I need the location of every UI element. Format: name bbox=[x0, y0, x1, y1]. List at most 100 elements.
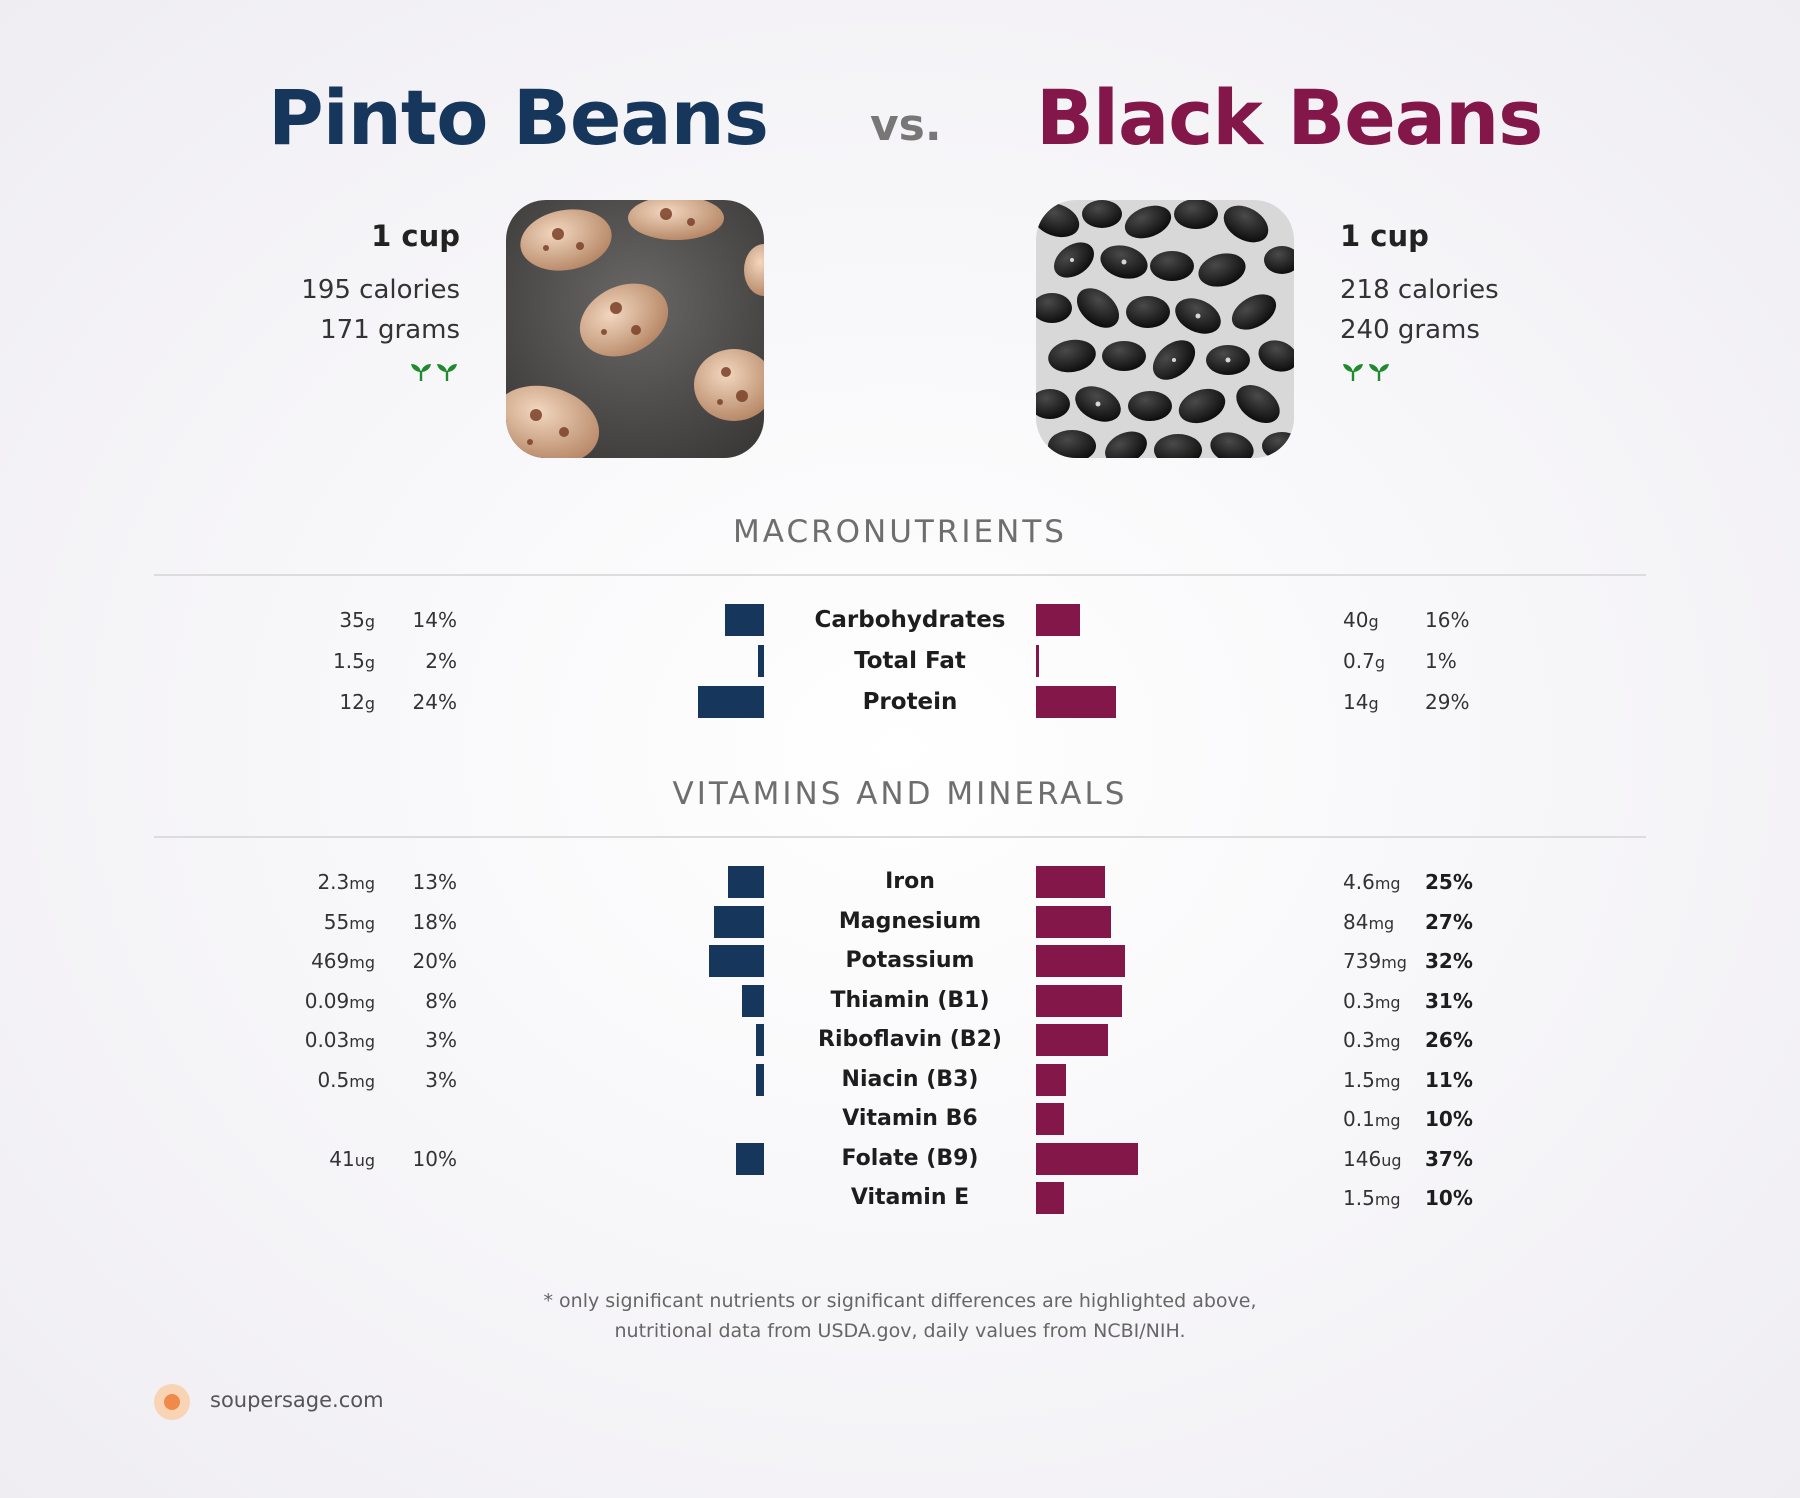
nutrient-row: 0.09mg 8% Thiamin (B1) 0.3mg 31% bbox=[0, 981, 1800, 1021]
right-percent: 10% bbox=[1425, 1186, 1473, 1210]
nutrient-label: Potassium bbox=[845, 948, 975, 973]
left-amount: 469mg bbox=[311, 949, 375, 973]
right-bar bbox=[1036, 1182, 1064, 1214]
right-percent: 32% bbox=[1425, 949, 1473, 973]
left-amount: 0.5mg bbox=[317, 1067, 375, 1092]
left-bar bbox=[725, 604, 764, 636]
nutrient-row: 2.3mg 13% Iron 4.6mg 25% bbox=[0, 862, 1800, 902]
unit: mg bbox=[1374, 874, 1401, 893]
left-amount: 41ug bbox=[329, 1146, 375, 1171]
left-bar bbox=[755, 1063, 764, 1096]
unit: mg bbox=[349, 992, 375, 1012]
nutrient-row: Vitamin B6 0.1mg 10% bbox=[0, 1099, 1800, 1139]
nutrient-label: Folate (B9) bbox=[841, 1145, 979, 1171]
unit: g bbox=[1368, 694, 1379, 713]
left-bar bbox=[708, 945, 764, 977]
nutrient-label: Total Fat bbox=[854, 648, 966, 674]
unit: mg bbox=[1368, 913, 1395, 933]
left-amount: 12g bbox=[339, 690, 375, 714]
left-grams: 171 grams bbox=[320, 315, 460, 345]
nutrient-label: Vitamin B6 bbox=[842, 1106, 978, 1131]
left-bar bbox=[697, 686, 764, 718]
right-amount: 739mg bbox=[1343, 949, 1407, 973]
left-amount: 55mg bbox=[323, 909, 375, 934]
left-bar bbox=[755, 1024, 764, 1056]
left-percent: 2% bbox=[425, 649, 457, 673]
right-serving: 1 cup bbox=[1340, 219, 1429, 253]
unit: mg bbox=[1374, 1190, 1401, 1209]
footnote-line-2: nutritional data from USDA.gov, daily va… bbox=[614, 1320, 1186, 1342]
nutrient-row: 12g 24% Protein 14g 29% bbox=[0, 682, 1800, 722]
right-bar bbox=[1036, 1063, 1067, 1096]
right-percent: 37% bbox=[1425, 1146, 1473, 1171]
left-percent: 20% bbox=[412, 949, 457, 973]
unit: g bbox=[364, 653, 375, 672]
nutrient-row: 41ug 10% Folate (B9) 146ug 37% bbox=[0, 1139, 1800, 1179]
right-plant-leaf-icons bbox=[1340, 360, 1499, 390]
right-calories: 218 calories bbox=[1340, 275, 1499, 305]
right-grams: 240 grams bbox=[1340, 315, 1480, 345]
right-bar bbox=[1036, 984, 1122, 1017]
left-percent: 3% bbox=[425, 1028, 457, 1052]
right-amount: 40g bbox=[1343, 608, 1379, 632]
right-amount: 0.3mg bbox=[1343, 988, 1401, 1013]
unit: mg bbox=[349, 953, 375, 972]
unit: ug bbox=[354, 1150, 375, 1170]
right-percent: 1% bbox=[1425, 649, 1457, 673]
pinto-beans-photo bbox=[506, 200, 764, 458]
right-amount: 1.5mg bbox=[1343, 1067, 1401, 1092]
left-amount: 1.5g bbox=[333, 649, 375, 673]
right-amount: 146ug bbox=[1343, 1146, 1402, 1171]
macronutrients-divider bbox=[154, 574, 1646, 576]
nutrient-row: 0.03mg 3% Riboflavin (B2) 0.3mg 26% bbox=[0, 1020, 1800, 1060]
left-bar bbox=[758, 645, 764, 677]
left-amount: 0.09mg bbox=[304, 988, 375, 1013]
macronutrients-heading: MACRONUTRIENTS bbox=[733, 514, 1067, 550]
right-percent: 25% bbox=[1425, 870, 1473, 894]
nutrient-row: 35g 14% Carbohydrates 40g 16% bbox=[0, 600, 1800, 640]
unit: g bbox=[1368, 612, 1379, 631]
unit: ug bbox=[1381, 1150, 1402, 1170]
left-percent: 10% bbox=[412, 1146, 457, 1171]
nutrient-label: Thiamin (B1) bbox=[830, 987, 990, 1013]
right-percent: 26% bbox=[1425, 1028, 1473, 1052]
nutrient-label: Carbohydrates bbox=[814, 607, 1006, 633]
right-bar bbox=[1036, 1142, 1139, 1175]
site-link[interactable]: soupersage.com bbox=[210, 1388, 384, 1412]
nutrient-row: Vitamin E 1.5mg 10% bbox=[0, 1178, 1800, 1218]
right-amount: 1.5mg bbox=[1343, 1186, 1401, 1210]
left-bar bbox=[728, 866, 764, 898]
unit: mg bbox=[349, 913, 375, 933]
left-food-info: 1 cup 195 calories 171 grams bbox=[301, 216, 460, 390]
right-food-title: Black Beans bbox=[1036, 73, 1543, 162]
nutrient-label: Magnesium bbox=[838, 908, 982, 934]
left-percent: 18% bbox=[412, 909, 457, 934]
right-percent: 27% bbox=[1425, 909, 1473, 934]
left-bar bbox=[714, 905, 764, 938]
nutrient-label: Vitamin E bbox=[850, 1185, 970, 1210]
vitamins-divider bbox=[154, 836, 1646, 838]
left-amount: 35g bbox=[339, 608, 375, 632]
right-percent: 11% bbox=[1425, 1067, 1473, 1092]
right-bar bbox=[1036, 905, 1111, 938]
left-percent: 13% bbox=[412, 870, 457, 894]
vs-label: vs. bbox=[870, 100, 942, 151]
left-food-title: Pinto Beans bbox=[268, 73, 769, 162]
right-amount: 4.6mg bbox=[1343, 870, 1401, 894]
left-bar bbox=[736, 1142, 764, 1175]
right-amount: 0.3mg bbox=[1343, 1028, 1401, 1052]
plant-leaf-icon bbox=[437, 364, 457, 381]
unit: g bbox=[364, 694, 375, 713]
right-percent: 31% bbox=[1425, 988, 1473, 1013]
nutrient-row: 469mg 20% Potassium 739mg 32% bbox=[0, 941, 1800, 981]
nutrient-row: 55mg 18% Magnesium 84mg 27% bbox=[0, 902, 1800, 942]
nutrient-label: Riboflavin (B2) bbox=[818, 1027, 1002, 1052]
left-calories: 195 calories bbox=[301, 275, 460, 305]
plant-leaf-icon bbox=[1369, 364, 1389, 381]
right-amount: 0.7g bbox=[1343, 649, 1385, 673]
unit: mg bbox=[1374, 1071, 1401, 1091]
right-amount: 0.1mg bbox=[1343, 1107, 1401, 1131]
right-bar bbox=[1036, 1103, 1064, 1135]
right-amount: 84mg bbox=[1343, 909, 1395, 934]
nutrient-row: 1.5g 2% Total Fat 0.7g 1% bbox=[0, 641, 1800, 681]
